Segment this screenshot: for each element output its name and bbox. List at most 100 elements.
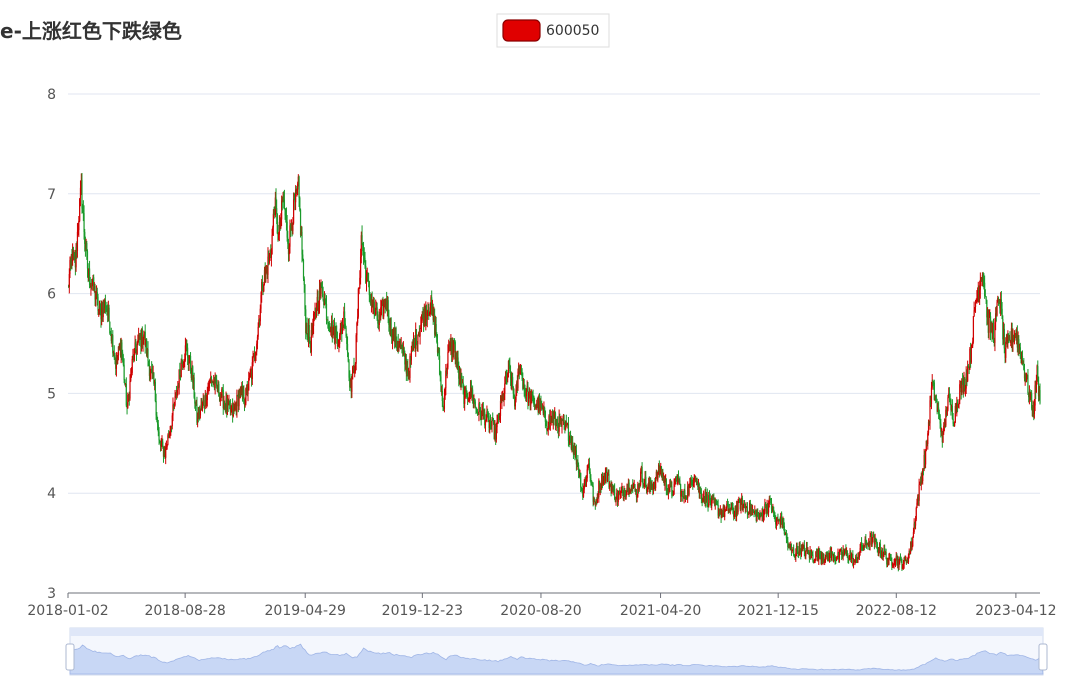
- candle-body: [826, 554, 829, 560]
- legend-label-600050[interactable]: 600050: [546, 23, 599, 39]
- candle-body: [815, 552, 817, 560]
- candle-body: [194, 397, 196, 404]
- candle-body: [111, 335, 113, 341]
- candle-body: [252, 357, 254, 363]
- candle-body: [536, 405, 538, 407]
- candle-body: [502, 394, 504, 400]
- zoom-handle-left[interactable]: [65, 643, 75, 671]
- candle-body: [905, 560, 907, 564]
- candle-body: [340, 328, 342, 330]
- candle-body: [386, 300, 389, 311]
- candle-body: [333, 325, 335, 332]
- candle-body: [889, 557, 891, 558]
- legend-swatch-600050[interactable]: [502, 19, 541, 42]
- candle-body: [754, 510, 757, 513]
- candle-body: [164, 450, 166, 458]
- candle-body: [443, 395, 446, 409]
- candle-body: [899, 558, 901, 562]
- candle-body: [481, 410, 483, 420]
- candle-body: [1031, 393, 1033, 409]
- candle-body: [330, 320, 333, 331]
- candle-body: [757, 513, 760, 518]
- candle-body: [405, 358, 407, 374]
- candle-body: [352, 365, 354, 368]
- candle-body: [968, 367, 970, 370]
- candle-body: [415, 329, 417, 349]
- y-tick-label: 5: [47, 386, 56, 402]
- candle-body: [115, 355, 118, 369]
- candle-body: [1031, 408, 1033, 417]
- candle-body: [361, 235, 363, 245]
- zoom-handle-right[interactable]: [1038, 643, 1048, 671]
- candle-body: [531, 391, 533, 397]
- candle-body: [438, 355, 441, 375]
- legend[interactable]: 600050: [496, 13, 610, 48]
- candle-body: [305, 309, 307, 334]
- candle-body: [479, 407, 482, 416]
- candle-body: [471, 389, 473, 394]
- candle-body: [887, 559, 889, 565]
- candle-body: [428, 310, 430, 316]
- candle-body: [561, 418, 563, 427]
- candle-body: [773, 512, 775, 517]
- candle-body: [143, 334, 145, 340]
- candle-body: [107, 312, 109, 316]
- candle-body: [833, 556, 835, 561]
- candle-body: [738, 499, 741, 503]
- candle-body: [674, 479, 676, 484]
- candle-body: [396, 340, 398, 345]
- data-zoom-slider[interactable]: [65, 627, 1048, 676]
- candle-body: [767, 504, 770, 513]
- candle-body: [81, 180, 83, 209]
- candle-body: [71, 255, 73, 262]
- candle-body: [209, 378, 211, 380]
- candle-body: [321, 284, 323, 288]
- candle-body: [451, 341, 453, 355]
- candle-body: [228, 401, 230, 406]
- candle-body: [861, 546, 863, 549]
- candle-body: [117, 346, 120, 356]
- candle-body: [484, 421, 487, 426]
- candle-body: [810, 550, 812, 556]
- candle-body: [366, 275, 368, 277]
- candle-body: [852, 553, 854, 566]
- candle-body: [551, 415, 553, 422]
- candle-body: [640, 471, 642, 485]
- candle-body: [239, 392, 241, 398]
- candle-body: [496, 421, 498, 428]
- candle-body: [801, 544, 803, 548]
- candle-body: [458, 367, 460, 379]
- zoom-move-bar[interactable]: [70, 628, 1043, 636]
- candle-body: [938, 407, 940, 414]
- candle-body: [313, 312, 315, 314]
- candle-body: [979, 279, 981, 290]
- candle-body: [173, 405, 175, 407]
- candle-body: [667, 490, 669, 494]
- candle-body: [914, 519, 917, 526]
- candle-body: [456, 354, 458, 363]
- candle-body: [641, 466, 643, 479]
- candle-body: [464, 388, 467, 392]
- candle-body: [633, 484, 635, 486]
- candle-body: [253, 353, 256, 359]
- candle-body: [79, 198, 81, 221]
- candle-body: [249, 375, 251, 377]
- candle-body: [731, 504, 733, 509]
- candle-body: [229, 405, 232, 412]
- candle-body: [184, 360, 186, 363]
- candle-body: [860, 542, 862, 549]
- candle-body: [592, 485, 594, 502]
- candle-body: [1039, 390, 1041, 404]
- candle-body: [449, 344, 451, 348]
- candle-body: [782, 518, 784, 526]
- candle-body: [244, 403, 246, 405]
- candle-body: [665, 478, 667, 490]
- candle-body: [457, 357, 459, 368]
- candle-body: [859, 548, 861, 553]
- candle-body: [863, 546, 865, 549]
- candle-body: [237, 395, 239, 407]
- candle-body: [385, 299, 387, 306]
- candle-body: [787, 541, 789, 548]
- candle-body: [892, 564, 894, 566]
- candle-body: [701, 498, 703, 502]
